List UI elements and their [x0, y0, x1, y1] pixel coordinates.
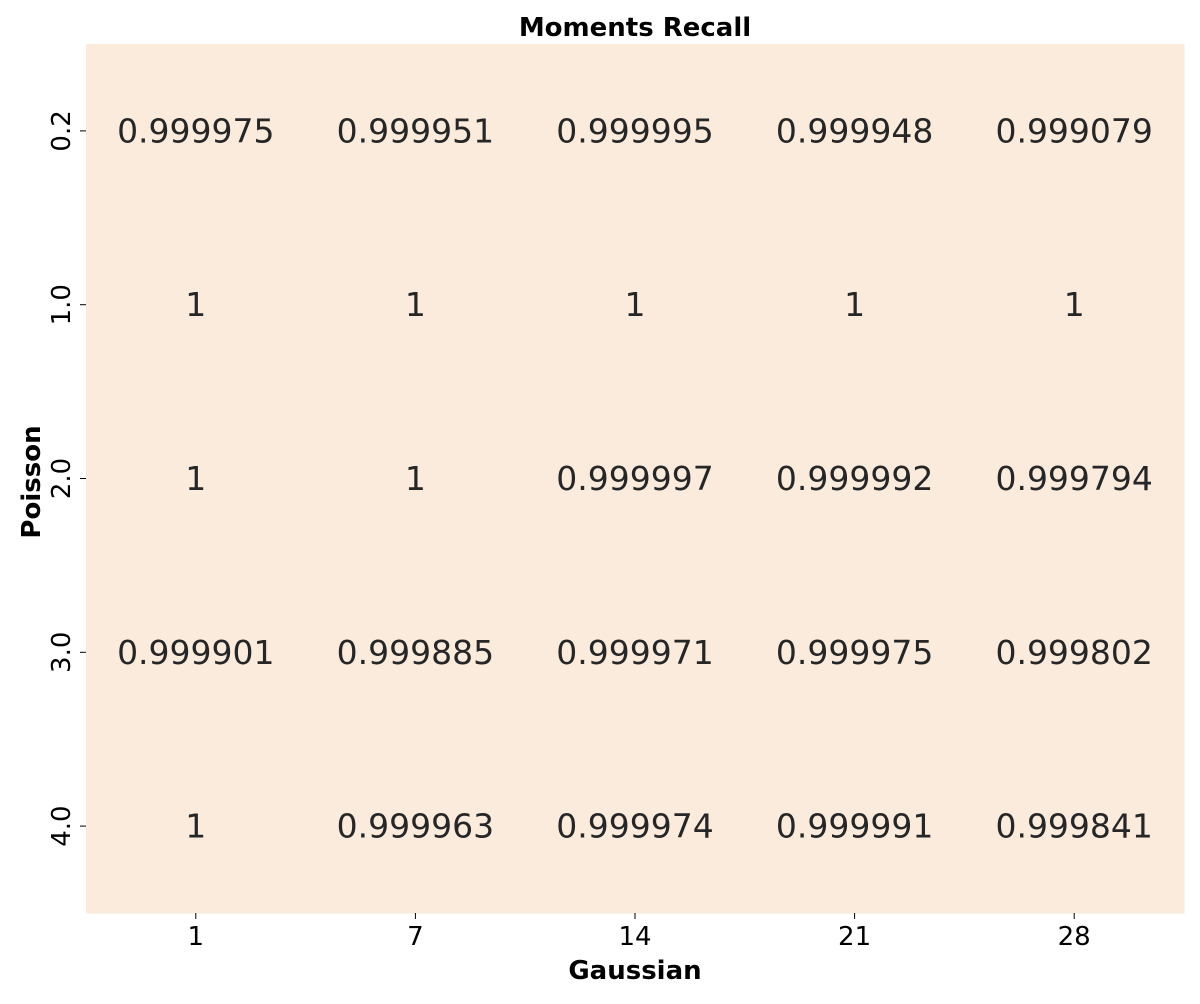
cell-value-label: 0.999794 [995, 459, 1152, 498]
cell-value-label: 0.999991 [776, 807, 933, 846]
y-tick-label: 2.0 [47, 458, 77, 499]
cell-value-label: 0.999963 [337, 807, 494, 846]
heatmap-cell [86, 739, 307, 914]
x-tick-label: 7 [407, 922, 424, 952]
heatmap-cell [86, 217, 307, 393]
heatmap-cell [86, 44, 307, 219]
heatmap-cells [86, 44, 1185, 914]
y-tick-label: 0.2 [47, 110, 77, 151]
heatmap-cell [964, 44, 1185, 219]
x-tick-label: 28 [1058, 922, 1091, 952]
cell-value-label: 0.999802 [995, 633, 1152, 672]
cell-value-label: 1 [185, 285, 206, 324]
cell-value-label: 0.999992 [776, 459, 933, 498]
heatmap-cell [964, 565, 1185, 740]
cell-value-label: 0.999079 [995, 111, 1152, 150]
cell-value-label: 0.999841 [995, 807, 1152, 846]
y-axis-label: Poisson [17, 425, 47, 538]
heatmap-cell [744, 44, 965, 219]
heatmap-cell [86, 565, 307, 740]
heatmap-cell [305, 565, 526, 740]
cell-value-label: 0.999997 [556, 459, 713, 498]
heatmap-cell-labels: 0.999975 0.999951 0.999995 0.999948 0.999079… [117, 111, 1153, 845]
cell-value-label: 1 [185, 459, 206, 498]
heatmap-cell [305, 739, 526, 914]
y-tick-label: 3.0 [47, 632, 77, 673]
heatmap-cell [964, 217, 1185, 393]
cell-value-label: 0.999971 [556, 633, 713, 672]
heatmap-cell [86, 391, 307, 566]
x-tick-label: 21 [838, 922, 871, 952]
heatmap-cell [525, 44, 746, 219]
cell-value-label: 1 [1064, 285, 1085, 324]
cell-value-label: 0.999901 [117, 633, 274, 672]
y-tick-label: 4.0 [47, 805, 77, 846]
heatmap-cell [525, 565, 746, 740]
heatmap-cell [744, 565, 965, 740]
cell-value-label: 0.999995 [556, 111, 713, 150]
cell-value-label: 0.999951 [337, 111, 494, 150]
y-axis-ticks: 0.2 1.0 2.0 3.0 4.0 [47, 110, 86, 847]
heatmap-cell [305, 44, 526, 219]
cell-value-label: 1 [185, 807, 206, 846]
cell-value-label: 0.999974 [556, 807, 713, 846]
cell-value-label: 0.999975 [776, 633, 933, 672]
chart-title: Moments Recall [519, 13, 751, 43]
cell-value-label: 1 [405, 459, 426, 498]
x-tick-label: 1 [188, 922, 205, 952]
heatmap-cell [964, 391, 1185, 566]
heatmap-cell [525, 217, 746, 393]
cell-value-label: 1 [405, 285, 426, 324]
heatmap-cell [305, 217, 526, 393]
heatmap-cell [744, 217, 965, 393]
heatmap-cell [525, 391, 746, 566]
heatmap-cell [305, 391, 526, 566]
heatmap-cell [744, 391, 965, 566]
heatmap-cell [525, 739, 746, 914]
heatmap-cell [964, 739, 1185, 914]
cell-value-label: 1 [844, 285, 865, 324]
x-axis-label: Gaussian [568, 956, 701, 986]
cell-value-label: 0.999948 [776, 111, 933, 150]
heatmap-cell [744, 739, 965, 914]
cell-value-label: 0.999975 [117, 111, 274, 150]
cell-value-label: 1 [625, 285, 646, 324]
x-tick-label: 14 [618, 922, 651, 952]
x-axis-ticks: 1 7 14 21 28 [188, 913, 1091, 952]
y-tick-label: 1.0 [47, 284, 77, 325]
cell-value-label: 0.999885 [337, 633, 494, 672]
